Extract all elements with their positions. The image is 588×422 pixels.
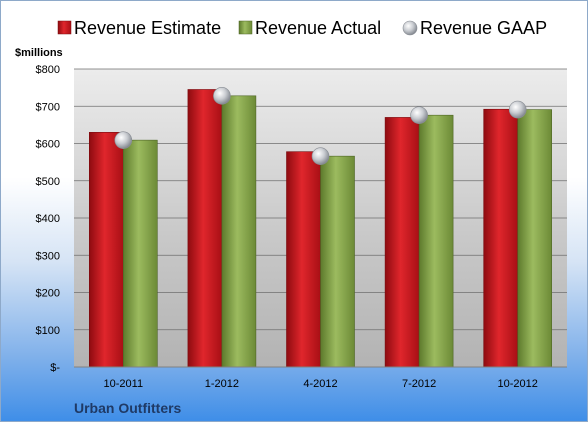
legend-swatch-actual [238,20,253,35]
bar-revenue-estimate [187,89,223,368]
bar-revenue-estimate [286,151,321,368]
bar-revenue-actual [517,109,553,368]
x-tick-label: 4-2012 [303,378,337,390]
y-tick-label: $- [50,362,60,374]
bar-revenue-estimate [89,132,124,368]
company-name: Urban Outfitters [74,400,182,416]
legend-marker-gaap [402,20,418,36]
bars [89,89,553,368]
legend-label-gaap: Revenue GAAP [420,18,547,38]
bar-revenue-estimate [384,117,420,368]
legend-item-gaap[interactable]: Revenue GAAP [402,18,547,38]
y-tick-label: $800 [36,64,60,76]
y-unit-label: $millions [15,47,63,59]
bar-revenue-estimate [483,108,519,368]
legend-label-actual: Revenue Actual [255,18,381,38]
y-tick-label: $700 [36,101,60,113]
marker-revenue-gaap [213,87,231,105]
x-axis-ticks: 10-2011 1-2012 4-2012 7-2012 10-2012 [104,378,538,390]
x-tick-label: 10-2012 [498,378,538,390]
y-tick-label: $400 [36,213,60,225]
bar-revenue-actual [320,155,355,368]
y-axis-ticks: $- $100 $200 $300 $400 $500 $600 $700 $800 [36,64,61,374]
marker-revenue-gaap [508,100,527,119]
x-tick-label: 1-2012 [205,378,239,390]
y-tick-label: $500 [36,176,60,188]
y-tick-label: $300 [36,250,60,262]
marker-revenue-gaap [114,131,133,149]
x-tick-label: 10-2011 [104,378,144,390]
y-tick-label: $100 [36,325,60,337]
gaap-markers [114,87,527,165]
bar-revenue-actual [418,114,454,368]
bar-revenue-actual [123,139,158,368]
bar-revenue-actual [221,95,257,368]
legend-item-estimate[interactable]: Revenue Estimate [57,18,221,38]
legend: Revenue Estimate Revenue Actual Revenue … [57,18,547,38]
x-tick-label: 7-2012 [402,378,436,390]
legend-swatch-estimate [57,20,72,35]
y-tick-label: $600 [36,139,60,151]
marker-revenue-gaap [410,106,428,124]
legend-item-actual[interactable]: Revenue Actual [238,18,381,38]
y-tick-label: $200 [36,288,60,300]
marker-revenue-gaap [311,147,330,165]
legend-label-estimate: Revenue Estimate [74,18,221,38]
